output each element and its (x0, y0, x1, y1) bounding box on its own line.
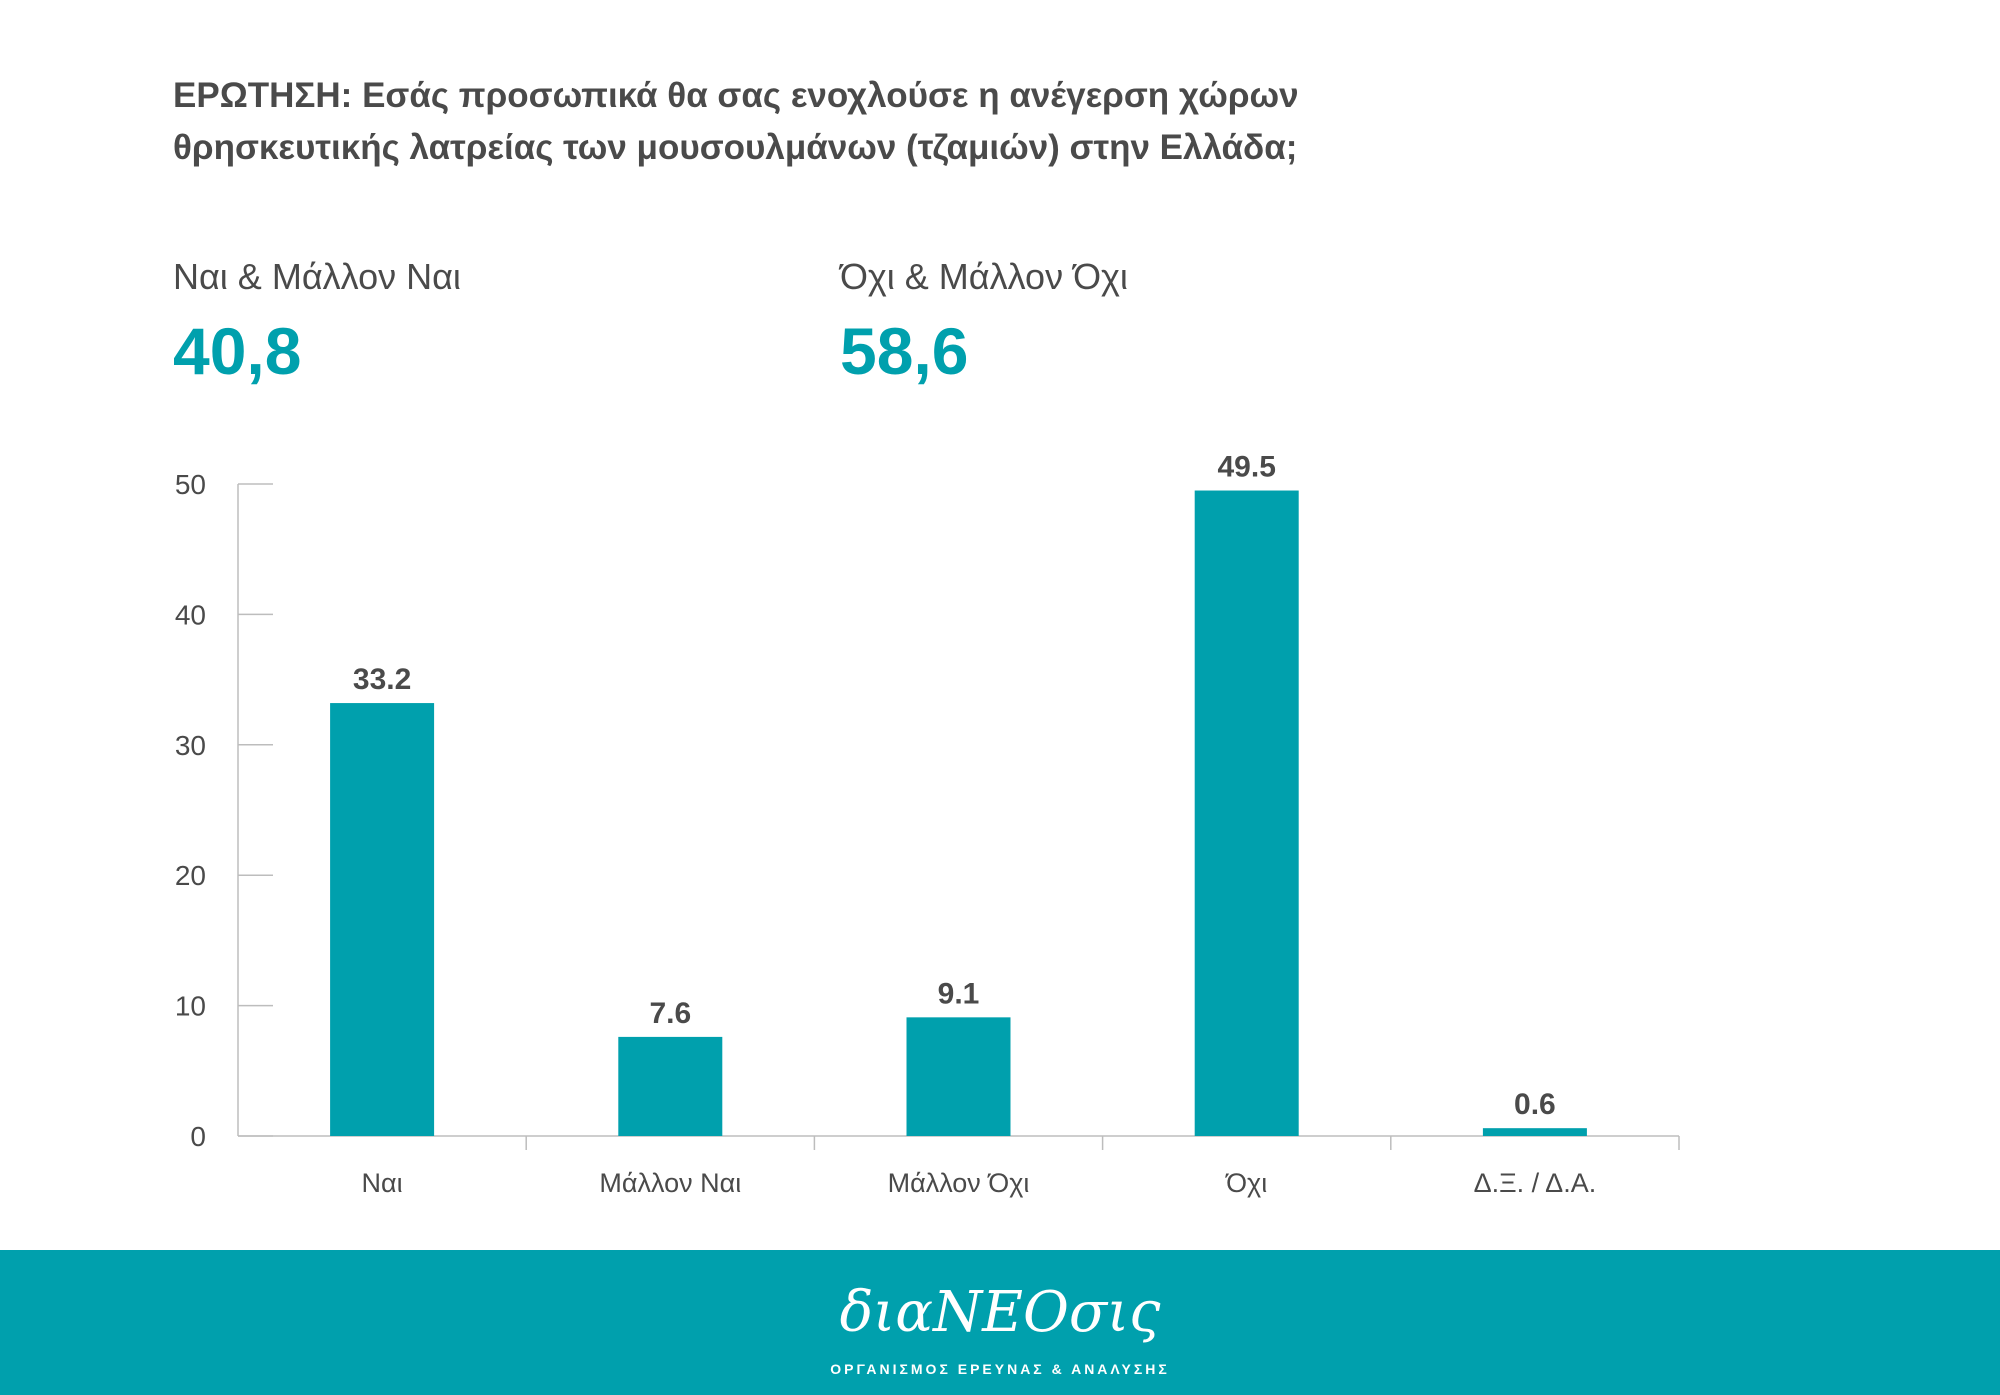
summary-yes-value: 40,8 (173, 314, 302, 388)
y-tick-label: 10 (175, 991, 206, 1022)
bar (330, 703, 435, 1136)
brand-logo: διαΝΕΟσις (839, 1280, 1161, 1345)
summary-yes: Ναι & Μάλλον Ναι 40,8 (173, 255, 461, 389)
bar (1194, 490, 1299, 1136)
bar-value-label: 9.1 (938, 977, 980, 1010)
footer-bar (0, 1250, 2000, 1395)
x-category-label: Δ.Ξ. / Δ.Α. (1474, 1168, 1597, 1198)
brand-subtitle: ΟΡΓΑΝΙΣΜΟΣ ΕΡΕΥΝΑΣ & ΑΝΑΛΥΣΗΣ (830, 1361, 1170, 1377)
summary-no-label: Όχι & Μάλλον Όχι (840, 256, 1128, 297)
y-tick-label: 50 (175, 469, 206, 500)
y-tick-label: 0 (190, 1121, 206, 1152)
bar (1482, 1128, 1587, 1136)
bar-value-label: 49.5 (1218, 451, 1276, 484)
bar-value-label: 33.2 (353, 663, 411, 696)
x-category-label: Μάλλον Όχι (888, 1168, 1030, 1198)
x-category-label: Μάλλον Ναι (599, 1168, 741, 1198)
y-tick-label: 40 (175, 599, 206, 630)
x-category-label: Ναι (362, 1168, 403, 1198)
x-category-label: Όχι (1225, 1168, 1267, 1198)
bar (906, 1017, 1011, 1136)
bar-value-label: 7.6 (649, 997, 691, 1030)
question-line-2: θρησκευτικής λατρείας των μουσουλμάνων (… (173, 128, 1298, 167)
bar (618, 1036, 723, 1136)
y-tick-label: 20 (175, 860, 206, 891)
question-title: ΕΡΩΤΗΣΗ: Εσάς προσωπικά θα σας ενοχλούσε… (173, 70, 1573, 174)
bar-value-label: 0.6 (1514, 1088, 1556, 1121)
bar-chart: 0 10 20 30 40 50 33.2 Ναι 7.6 Μάλλον Ναι 9.1 Μάλλον… (175, 451, 1680, 1198)
summary-no: Όχι & Μάλλον Όχι 58,6 (840, 255, 1128, 389)
summary-yes-label: Ναι & Μάλλον Ναι (173, 256, 461, 297)
question-line-1: ΕΡΩΤΗΣΗ: Εσάς προσωπικά θα σας ενοχλούσε… (173, 76, 1299, 115)
y-tick-label: 30 (175, 730, 206, 761)
summary-no-value: 58,6 (840, 314, 969, 388)
